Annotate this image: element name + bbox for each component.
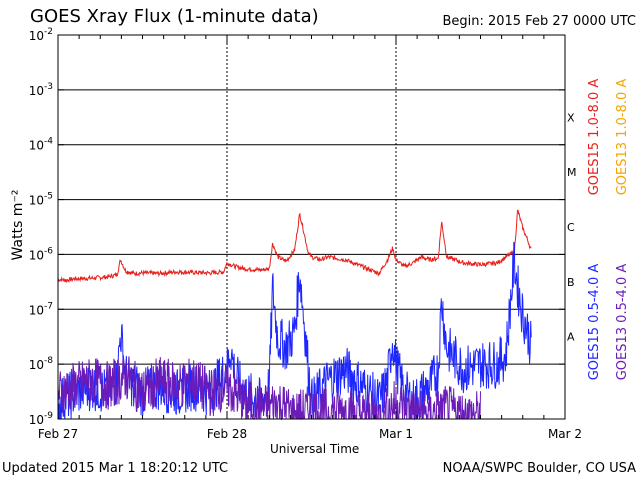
y-axis-label: Watts m⁻² [10, 190, 26, 261]
y-tick-label: 10-7 [29, 301, 53, 317]
grid-lines [58, 35, 565, 419]
flare-class-c: C [567, 221, 575, 234]
legend-entry: GOES15 1.0-8.0 A [587, 79, 602, 196]
y-tick-label: 10-4 [29, 137, 54, 153]
series-line-0 [57, 209, 532, 284]
begin-time: Begin: 2015 Feb 27 0000 UTC [442, 14, 636, 29]
y-axis-title: Watts m⁻² [10, 190, 26, 261]
y-tick-label: 10-5 [29, 192, 53, 208]
x-tick-label: Mar 1 [379, 427, 413, 441]
flare-class-b: B [567, 276, 575, 289]
series-line-2 [57, 241, 532, 421]
y-tick-label: 10-2 [29, 27, 53, 43]
legend: GOES15 1.0-8.0 A GOES13 1.0-8.0 A GOES15 0… [587, 79, 630, 381]
y-tick-label: 10-6 [29, 246, 54, 262]
flare-class-labels: X M C B A [567, 111, 577, 343]
legend-entry: GOES15 0.5-4.0 A [587, 264, 602, 381]
series-line-3 [57, 354, 481, 421]
x-axis-label: Universal Time [270, 442, 360, 456]
legend-entry: GOES13 1.0-8.0 A [615, 79, 630, 196]
x-tick-label: Feb 28 [207, 427, 247, 441]
flare-class-m: M [567, 166, 577, 179]
flare-class-x: X [567, 111, 575, 124]
legend-entry: GOES13 0.5-4.0 A [615, 264, 630, 381]
flare-class-a: A [567, 331, 575, 344]
data-series [57, 209, 532, 421]
y-tick-label: 10-3 [29, 82, 53, 98]
x-tick-label: Feb 27 [38, 427, 78, 441]
credit-line: NOAA/SWPC Boulder, CO USA [442, 461, 636, 476]
x-tick-label: Mar 2 [548, 427, 582, 441]
chart-title: GOES Xray Flux (1-minute data) [30, 6, 319, 27]
y-tick-label: 10-9 [29, 411, 54, 427]
updated-timestamp: Updated 2015 Mar 1 18:20:12 UTC [2, 461, 229, 476]
y-tick-label: 10-8 [29, 356, 54, 372]
